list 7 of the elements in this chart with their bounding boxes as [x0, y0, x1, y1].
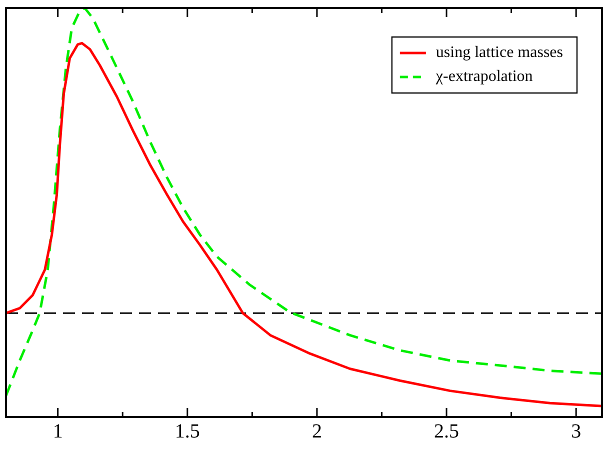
x-tick-label: 1: [52, 420, 63, 442]
legend-label: using lattice masses: [436, 44, 564, 62]
legend-label: χ-extrapolation: [434, 68, 533, 86]
x-tick-label: 1.5: [174, 420, 200, 442]
x-tick-label: 3: [571, 420, 582, 442]
x-tick-label: 2.5: [434, 420, 460, 442]
x-tick-label: 2: [312, 420, 322, 442]
